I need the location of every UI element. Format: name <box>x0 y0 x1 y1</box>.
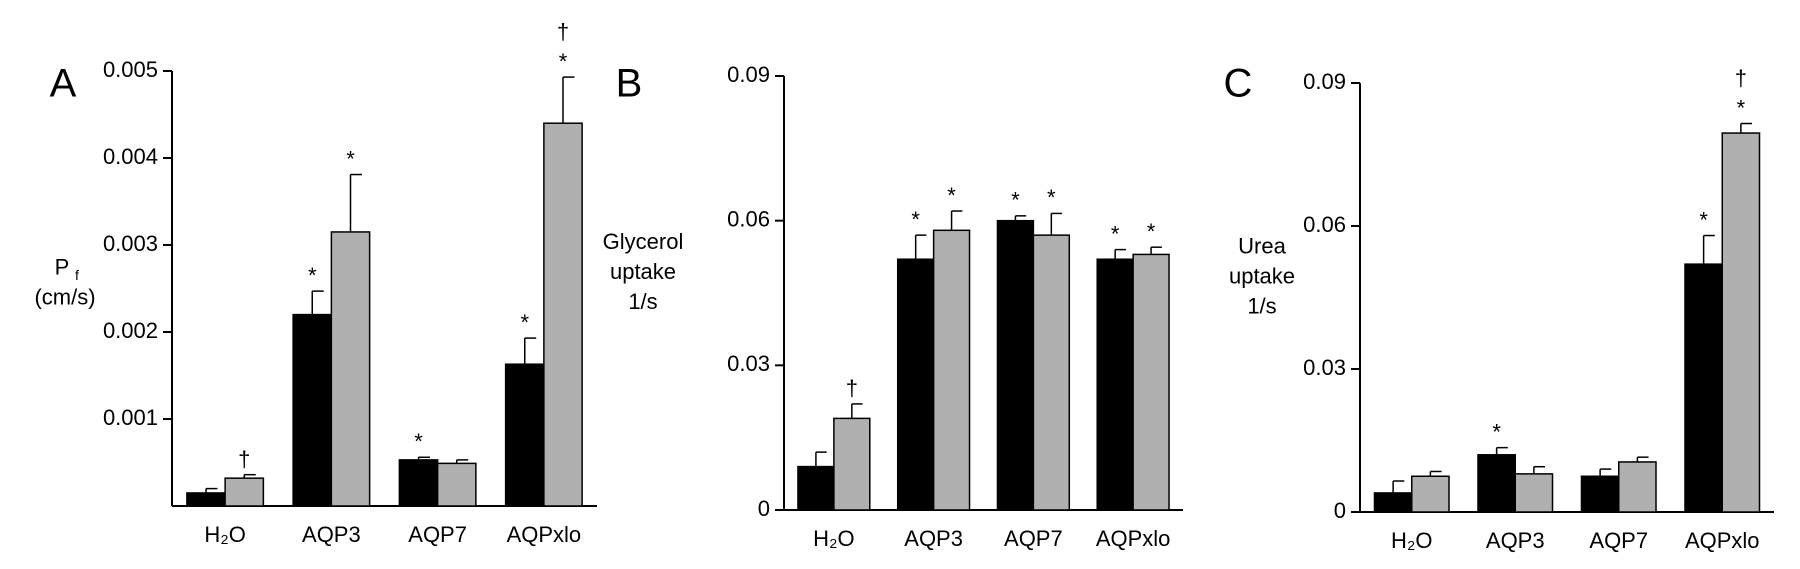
x-tick-label: AQP7 <box>1004 526 1063 551</box>
x-tick-label: AQP3 <box>1486 528 1545 553</box>
x-tick-label: H₂O <box>1391 528 1433 553</box>
x-tick-label: AQP3 <box>302 522 361 547</box>
annotation: † <box>557 19 569 44</box>
y-tick-label: 0.001 <box>103 405 158 430</box>
annotation: * <box>1147 219 1156 244</box>
annotation: * <box>414 429 423 454</box>
bar <box>1373 492 1413 513</box>
annotation: * <box>520 310 529 335</box>
x-tick-label: H₂O <box>204 522 246 547</box>
bar <box>1514 473 1554 513</box>
y-label: uptake <box>610 259 676 284</box>
y-label-unit: (cm/s) <box>34 284 95 309</box>
x-tick-label: AQPxlo <box>1685 528 1760 553</box>
x-tick-label: H₂O <box>813 526 855 551</box>
bar <box>1684 263 1723 513</box>
panel-label: A <box>50 62 77 106</box>
panel-label: C <box>1224 62 1253 106</box>
y-label: uptake <box>1229 263 1295 288</box>
bar <box>543 122 583 507</box>
annotation: * <box>1737 95 1746 120</box>
x-tick-label: AQP7 <box>1589 528 1648 553</box>
y-label-sub: f <box>75 267 79 283</box>
bar <box>398 459 439 507</box>
bar <box>833 417 871 511</box>
bar <box>1580 475 1620 513</box>
x-tick-label: AQPxlo <box>1096 526 1171 551</box>
bar <box>504 363 545 507</box>
bar <box>186 492 226 507</box>
y-tick-label: 0 <box>1334 498 1346 523</box>
y-tick-label: 0.06 <box>1303 212 1346 237</box>
annotation: * <box>1699 207 1708 232</box>
y-tick-label: 0.003 <box>103 231 158 256</box>
annotation: * <box>947 183 956 208</box>
annotation: * <box>559 49 568 74</box>
y-tick-label: 0.09 <box>1303 69 1346 94</box>
x-tick-label: AQPxlo <box>507 522 582 547</box>
annotation: * <box>1111 221 1120 246</box>
annotation: * <box>1011 188 1020 213</box>
y-label: P <box>55 254 70 279</box>
x-tick-label: AQP3 <box>904 526 963 551</box>
y-tick-label: 0.09 <box>727 62 770 87</box>
annotation: * <box>1492 419 1501 444</box>
bar <box>224 477 265 507</box>
annotation: † <box>1735 65 1747 90</box>
annotation: * <box>346 146 355 171</box>
y-tick-label: 0 <box>758 496 770 521</box>
annotation: * <box>911 207 920 232</box>
y-label: Glycerol <box>603 229 684 254</box>
bar <box>330 231 371 507</box>
panel-label: B <box>616 62 643 106</box>
y-tick-label: 0.03 <box>727 351 770 376</box>
annotation: † <box>238 446 250 471</box>
y-tick-label: 0.03 <box>1303 355 1346 380</box>
bar <box>1096 258 1134 511</box>
bar <box>896 258 935 511</box>
annotation: * <box>308 263 317 288</box>
bar <box>932 229 971 511</box>
annotation: * <box>1047 185 1056 210</box>
bar <box>996 219 1035 511</box>
bar <box>1721 132 1761 513</box>
bar <box>1618 461 1657 513</box>
y-tick-label: 0.005 <box>103 57 158 82</box>
y-label: Urea <box>1238 233 1286 258</box>
x-tick-label: AQP7 <box>408 522 467 547</box>
annotation: † <box>846 376 858 401</box>
bar <box>1132 253 1170 511</box>
bar <box>797 465 835 511</box>
bar <box>292 313 333 507</box>
y-tick-label: 0.002 <box>103 318 158 343</box>
y-label: 1/s <box>1247 293 1276 318</box>
bar <box>1477 454 1516 513</box>
bar <box>1032 234 1071 511</box>
bar <box>436 462 477 507</box>
y-tick-label: 0.004 <box>103 144 158 169</box>
bar <box>1411 475 1450 513</box>
y-tick-label: 0.06 <box>727 206 770 231</box>
y-label: 1/s <box>628 289 657 314</box>
